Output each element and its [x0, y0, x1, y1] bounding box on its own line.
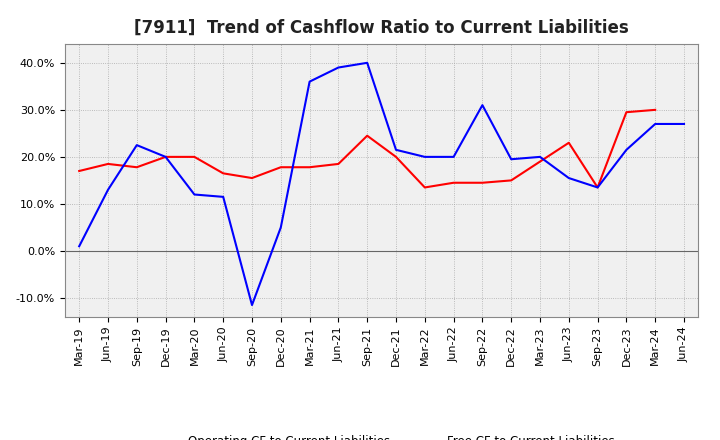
- Legend: Operating CF to Current Liabilities, Free CF to Current Liabilities: Operating CF to Current Liabilities, Fre…: [144, 430, 619, 440]
- Title: [7911]  Trend of Cashflow Ratio to Current Liabilities: [7911] Trend of Cashflow Ratio to Curren…: [134, 19, 629, 37]
